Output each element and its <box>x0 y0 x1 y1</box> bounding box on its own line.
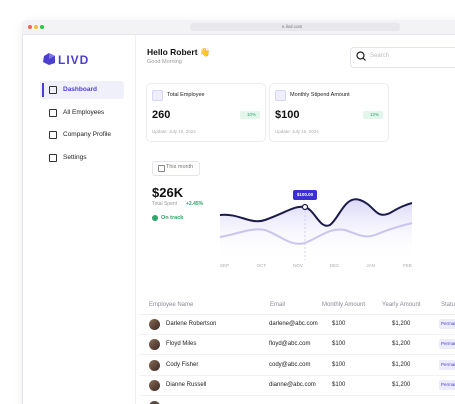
avatar <box>149 319 160 330</box>
card <box>269 83 389 142</box>
card-title: Monthly Stipend Amount <box>290 92 350 98</box>
menu-item[interactable]: All Employees <box>63 108 105 116</box>
cell: dianne@abc.com <box>269 381 316 388</box>
row-rule <box>140 374 455 376</box>
status-badge <box>439 319 455 329</box>
row-rule <box>140 394 455 396</box>
line-light <box>219 222 413 245</box>
logo-icon <box>43 53 55 65</box>
cell: Cody Fisher <box>166 361 199 368</box>
card-updated: Update: July 10, 2024 <box>275 129 319 134</box>
period-button[interactable] <box>152 161 200 176</box>
active-menu-bg <box>40 81 124 99</box>
column-header: Monthly Amount <box>322 302 366 308</box>
period: This month <box>166 164 194 170</box>
cell: $100 <box>332 361 346 368</box>
sidebar <box>22 35 136 404</box>
column-header: Email <box>270 302 286 308</box>
cell: $1,200 <box>392 341 411 348</box>
card-value: 260 <box>152 109 171 121</box>
cell: $100 <box>332 381 346 388</box>
cell: $1,200 <box>392 381 411 388</box>
url: e.livd.com <box>282 24 303 29</box>
menu-icon <box>49 153 57 162</box>
amount: $26K <box>152 185 184 200</box>
tooltip-bg <box>293 190 317 200</box>
hover-point <box>301 203 309 211</box>
status-icon <box>152 215 158 221</box>
cell: $100 <box>332 321 346 327</box>
card-title: Total Employee <box>167 92 205 98</box>
search-box[interactable] <box>350 47 455 68</box>
card-updated: Update: July 10, 2024 <box>152 129 196 134</box>
status: On track <box>161 215 184 221</box>
month-label: FEB <box>403 263 412 268</box>
column-header: Yearly Amount <box>382 302 421 308</box>
status: Permanent <box>441 381 455 387</box>
dot <box>40 25 44 29</box>
status-badge <box>439 379 455 390</box>
change-badge <box>240 111 260 119</box>
row-rule <box>140 334 455 335</box>
search-icon <box>356 51 366 61</box>
subtitle: Good Morning <box>147 59 182 65</box>
month-label: JAN <box>366 263 375 268</box>
menu-item[interactable]: Company Profile <box>63 131 112 138</box>
menu-item[interactable]: Dashboard <box>63 86 97 93</box>
tooltip: $100.00 <box>296 192 314 197</box>
header-rule <box>140 314 455 315</box>
menu-icon <box>49 108 57 117</box>
cell: Floyd Miles <box>166 341 197 348</box>
cell: $1,200 <box>392 361 411 368</box>
avatar <box>149 379 160 391</box>
cell: Darlene Robertson <box>166 321 217 327</box>
change-badge <box>363 111 383 119</box>
card-icon <box>152 90 163 101</box>
card-icon <box>275 90 286 101</box>
column-header: Status <box>441 302 455 308</box>
url-bar[interactable] <box>190 23 400 31</box>
month-label: DEC <box>329 263 340 268</box>
card-value: $100 <box>275 109 300 121</box>
dot <box>34 25 38 29</box>
greeting: Hello Robert 👋 <box>147 47 211 57</box>
spent-change: +2.45% <box>186 201 204 207</box>
card-change: 12% <box>370 112 380 117</box>
menu-item[interactable]: Settings <box>63 153 87 161</box>
search-placeholder: Search <box>370 53 390 59</box>
row-rule <box>140 354 455 356</box>
status: Permanent <box>441 341 455 347</box>
status-badge <box>439 339 455 350</box>
active-indicator <box>42 83 44 97</box>
status: Permanent <box>441 361 455 367</box>
status: Permanent <box>441 321 455 326</box>
avatar <box>149 359 160 371</box>
avatar <box>149 401 160 404</box>
dot <box>28 25 32 29</box>
line-dark <box>219 198 413 227</box>
column-header: Employee Name <box>149 302 194 308</box>
cell: $100 <box>332 341 346 348</box>
cell: cody@abc.com <box>269 361 311 368</box>
month-label: NOV <box>293 263 303 268</box>
cell: darlene@abc.com <box>269 321 318 327</box>
menu-icon <box>49 131 57 139</box>
cell: Dianne Russell <box>166 381 207 388</box>
spent-label: Total Spent <box>152 201 178 207</box>
status-badge <box>439 359 455 370</box>
logo: LIVD <box>58 53 90 67</box>
month-label: SEP <box>220 263 230 268</box>
area <box>220 199 412 260</box>
calendar-icon <box>158 165 165 172</box>
cell: floyd@abc.com <box>269 341 311 348</box>
menu-icon <box>49 86 57 94</box>
card-change: 10% <box>247 112 257 117</box>
spending-chart <box>219 190 413 260</box>
cell: $1,200 <box>392 321 411 327</box>
month-label: OCT <box>256 263 267 268</box>
avatar <box>149 339 160 351</box>
